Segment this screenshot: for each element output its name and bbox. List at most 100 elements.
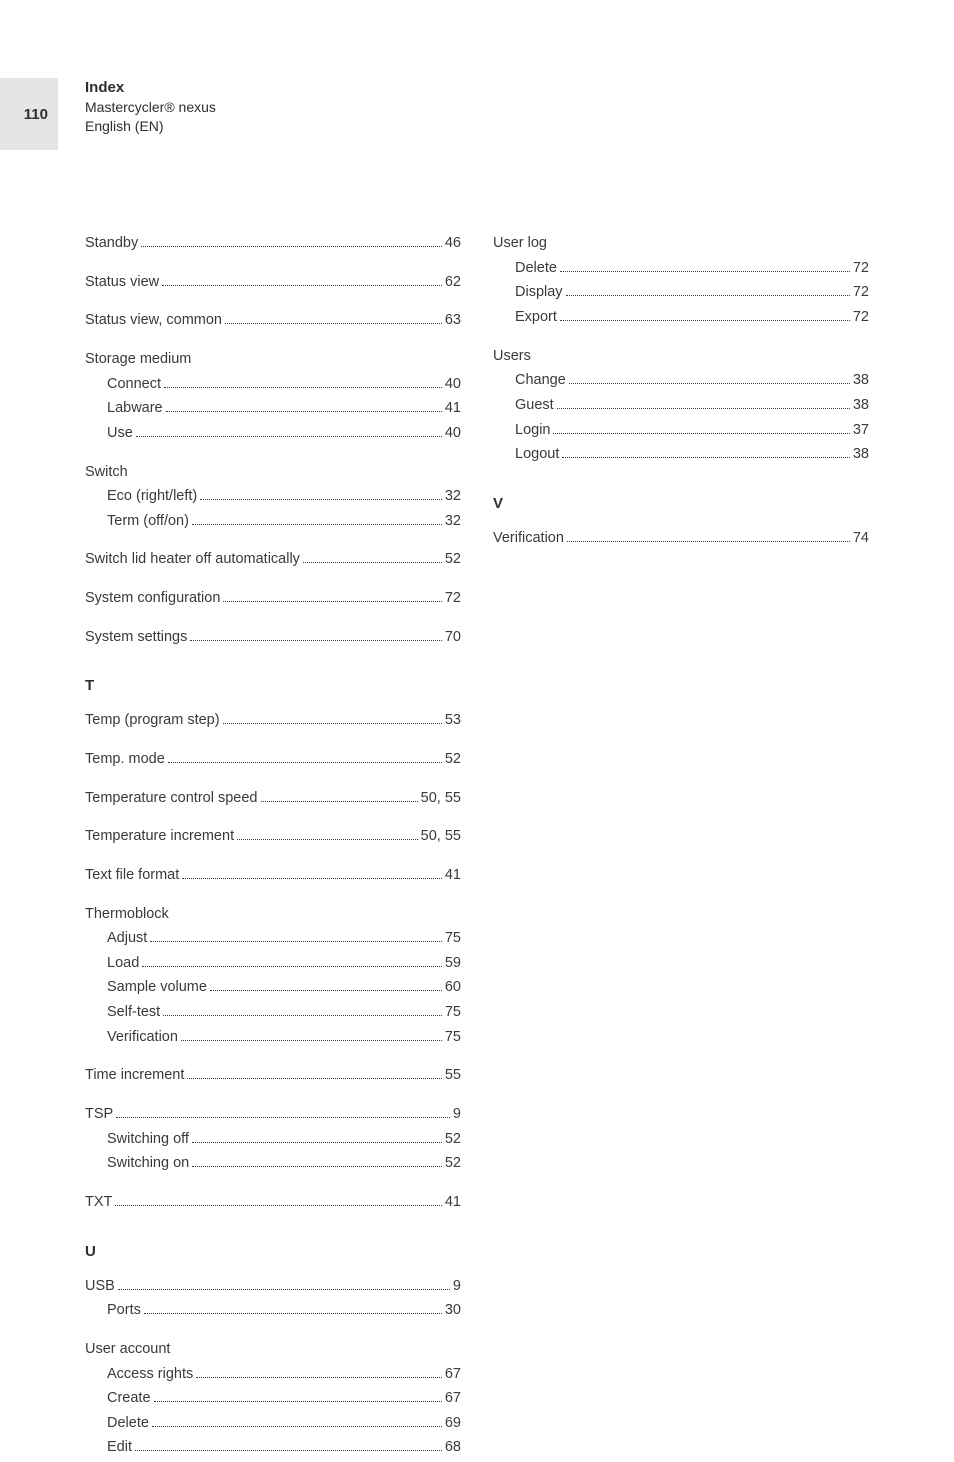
- entry-label: Ports: [107, 1298, 141, 1323]
- entry-page: 32: [445, 484, 461, 509]
- index-block: Temperature control speed50, 55: [85, 786, 461, 811]
- index-entry: Status view 62: [85, 270, 461, 295]
- index-sublist: Connect40Labware41Use40: [85, 372, 461, 446]
- entry-label: Switching on: [107, 1151, 189, 1176]
- leader-dots: [553, 433, 849, 434]
- entry-page: 72: [853, 256, 869, 281]
- index-block: User accountAccess rights67Create67Delet…: [85, 1337, 461, 1460]
- leader-dots: [115, 1205, 441, 1206]
- entry-page: 40: [445, 421, 461, 446]
- leader-dots: [187, 1078, 441, 1079]
- index-entry: Status view, common63: [85, 308, 461, 333]
- entry-page: 38: [853, 368, 869, 393]
- leader-dots: [163, 1015, 442, 1016]
- entry-label: Status view: [85, 270, 159, 295]
- entry-label: Delete: [107, 1411, 149, 1436]
- entry-page: 72: [853, 280, 869, 305]
- entry-label: Create: [107, 1386, 151, 1411]
- page: 110 Index Mastercycler® nexus English (E…: [0, 0, 954, 1350]
- leader-dots: [569, 383, 850, 384]
- index-subentry: Switching off52: [85, 1127, 461, 1152]
- entry-label: Change: [515, 368, 566, 393]
- leader-dots: [192, 1142, 442, 1143]
- index-subentry: Export72: [493, 305, 869, 330]
- entry-page: 67: [445, 1386, 461, 1411]
- index-entry: Switch lid heater off automatically52: [85, 547, 461, 572]
- index-entry: System configuration72: [85, 586, 461, 611]
- index-sublist: Delete72Display72Export72: [493, 256, 869, 330]
- header-product: Mastercycler® nexus: [85, 98, 869, 117]
- entry-label: Storage medium: [85, 347, 191, 372]
- index-entry: Temp (program step)53: [85, 708, 461, 733]
- entry-page: 50, 55: [421, 786, 461, 811]
- entry-label: Load: [107, 951, 139, 976]
- leader-dots: [210, 990, 442, 991]
- entry-label: Switching off: [107, 1127, 189, 1152]
- entry-label: Switch: [85, 460, 128, 485]
- leader-dots: [190, 640, 442, 641]
- leader-dots: [152, 1426, 442, 1427]
- leader-dots: [135, 1450, 442, 1451]
- index-block: Status view, common63: [85, 308, 461, 333]
- index-block: User logDelete72Display72Export72: [493, 231, 869, 330]
- index-entry: Temperature control speed50, 55: [85, 786, 461, 811]
- leader-dots: [223, 723, 442, 724]
- index-entry: Temp. mode52: [85, 747, 461, 772]
- entry-label: TSP: [85, 1102, 113, 1127]
- index-subentry: Ports30: [85, 1298, 461, 1323]
- entry-label: Self-test: [107, 1000, 160, 1025]
- section-letter: U: [85, 1243, 461, 1260]
- entry-label: Users: [493, 344, 531, 369]
- index-sublist: Ports30: [85, 1298, 461, 1323]
- index-block: USB 9Ports30: [85, 1274, 461, 1323]
- entry-page: 62: [445, 270, 461, 295]
- entry-label: Standby: [85, 231, 138, 256]
- index-subentry: Logout38: [493, 442, 869, 467]
- header-language: English (EN): [85, 117, 869, 136]
- entry-page: 68: [445, 1435, 461, 1460]
- page-header: Index Mastercycler® nexus English (EN): [85, 78, 869, 136]
- index-subentry: Guest38: [493, 393, 869, 418]
- index-columns: Standby 46 Status view 62 Status view, commo…: [85, 231, 869, 1462]
- leader-dots: [168, 762, 442, 763]
- index-entry: Time increment55: [85, 1063, 461, 1088]
- entry-page: 67: [445, 1362, 461, 1387]
- entry-label: Connect: [107, 372, 161, 397]
- index-subentry: Self-test75: [85, 1000, 461, 1025]
- index-subentry: Adjust75: [85, 926, 461, 951]
- leader-dots: [136, 436, 442, 437]
- entry-page: 55: [445, 1063, 461, 1088]
- leader-dots: [150, 941, 442, 942]
- index-entry: Temperature increment50, 55: [85, 824, 461, 849]
- index-sublist: Adjust75Load59Sample volume60Self-test75…: [85, 926, 461, 1049]
- index-block: TXT41: [85, 1190, 461, 1215]
- entry-page: 46: [445, 231, 461, 256]
- entry-page: 9: [453, 1274, 461, 1299]
- section-letter: V: [493, 495, 869, 512]
- entry-label: Text file format: [85, 863, 179, 888]
- index-subentry: Labware41: [85, 396, 461, 421]
- index-group-header: Switch: [85, 460, 461, 485]
- entry-page: 52: [445, 747, 461, 772]
- entry-page: 50, 55: [421, 824, 461, 849]
- entry-label: TXT: [85, 1190, 112, 1215]
- entry-page: 37: [853, 418, 869, 443]
- entry-label: Access rights: [107, 1362, 193, 1387]
- leader-dots: [560, 320, 850, 321]
- leader-dots: [182, 878, 442, 879]
- entry-label: Delete: [515, 256, 557, 281]
- index-block: Temp (program step)53: [85, 708, 461, 733]
- entry-page: 60: [445, 975, 461, 1000]
- index-block: Time increment55: [85, 1063, 461, 1088]
- leader-dots: [225, 323, 442, 324]
- leader-dots: [142, 966, 442, 967]
- leader-dots: [223, 601, 441, 602]
- leader-dots: [192, 1166, 442, 1167]
- index-block: Switch lid heater off automatically52: [85, 547, 461, 572]
- index-column-left: Standby 46 Status view 62 Status view, commo…: [85, 231, 461, 1462]
- entry-label: USB: [85, 1274, 115, 1299]
- index-entry: Standby 46: [85, 231, 461, 256]
- entry-label: Switch lid heater off automatically: [85, 547, 300, 572]
- index-group-header: User log: [493, 231, 869, 256]
- section-letter: T: [85, 677, 461, 694]
